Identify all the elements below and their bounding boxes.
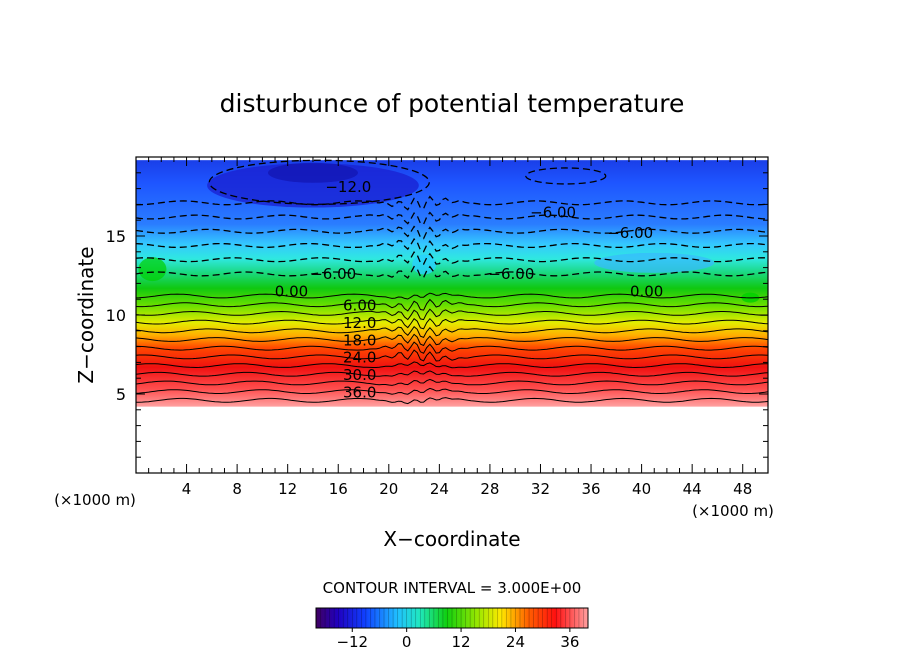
contour-line xyxy=(136,333,768,347)
x-tick-label: 16 xyxy=(329,480,348,498)
x-tick-label: 44 xyxy=(683,480,702,498)
colorbar: −12 0 12 24 36 xyxy=(315,607,589,651)
x-tick-label: 28 xyxy=(480,480,499,498)
contour-label: −12.0 xyxy=(325,178,371,196)
contour-label: −6.00 xyxy=(607,224,653,242)
contour-line xyxy=(136,361,768,369)
x-tick-label: 36 xyxy=(581,480,600,498)
contour-line xyxy=(136,325,768,339)
contour-closed-negative xyxy=(525,167,607,185)
cyan-band-right xyxy=(594,252,715,273)
colorbar-ticks: −12 0 12 24 36 xyxy=(336,628,579,651)
x-tick-label: 32 xyxy=(531,480,550,498)
contour-label: −6.00 xyxy=(310,265,356,283)
contour-line xyxy=(136,341,768,354)
contour-closed-negative xyxy=(208,159,430,205)
x-unit-label-right: (×1000 m) xyxy=(692,502,774,520)
contour-line-negative xyxy=(136,225,768,240)
contour-label: 24.0 xyxy=(343,349,376,367)
x-tick-label: 4 xyxy=(182,480,192,498)
contour-line xyxy=(136,317,768,330)
colorbar-tick-label: 36 xyxy=(560,633,579,651)
x-tick-label: 48 xyxy=(733,480,752,498)
colorbar-tick-label: −12 xyxy=(336,633,368,651)
y-tick-label: 5 xyxy=(116,385,126,404)
colorbar-tick-label: 24 xyxy=(506,633,525,651)
colorbar-bins xyxy=(315,608,589,628)
contour-line xyxy=(136,292,768,300)
y-axis-ticks: 5 10 15 xyxy=(106,172,768,458)
contour-line xyxy=(136,349,768,362)
contour-line-negative xyxy=(136,195,768,211)
cold-anomaly-upper xyxy=(207,163,419,208)
x-tick-label: 40 xyxy=(632,480,651,498)
contour-label: 0.00 xyxy=(275,282,308,300)
contour-interval-label: CONTOUR INTERVAL = 3.000E+00 xyxy=(323,579,582,597)
contour-label: 30.0 xyxy=(343,366,376,384)
contour-label: 12.0 xyxy=(343,314,376,332)
contour-label: 18.0 xyxy=(343,331,376,349)
x-axis-ticks: 4 8 12 16 20 24 28 32 36 40 44 48 xyxy=(148,157,756,498)
contour-line-negative xyxy=(136,237,768,253)
contour-lines xyxy=(136,159,768,405)
x-tick-label: 20 xyxy=(379,480,398,498)
contour-label: −6.00 xyxy=(488,265,534,283)
contour-field xyxy=(136,160,768,407)
contour-line xyxy=(136,298,768,312)
green-lobe-left xyxy=(138,257,167,282)
contour-line xyxy=(136,308,768,321)
contour-label: 36.0 xyxy=(343,383,376,401)
x-tick-label: 12 xyxy=(278,480,297,498)
x-unit-label-left: (×1000 m) xyxy=(54,491,136,509)
x-tick-label: 24 xyxy=(430,480,449,498)
contour-line-negative xyxy=(136,211,768,225)
colorbar-tick-label: 12 xyxy=(452,633,471,651)
contour-labels: −12.0−6.00−6.00−6.00 −6.000.00 0.006.0012.… xyxy=(275,178,664,401)
x-tick-label: 8 xyxy=(232,480,242,498)
contour-line-negative xyxy=(136,251,768,266)
contour-line xyxy=(136,387,768,395)
contour-label: 0.00 xyxy=(630,282,663,300)
contour-line xyxy=(136,397,768,405)
contour-line-negative xyxy=(136,265,768,279)
contour-line xyxy=(136,378,768,386)
y-axis-label: Z−coordinate xyxy=(74,246,98,383)
colorbar-gradient xyxy=(315,607,589,629)
colorbar-tick-label: 0 xyxy=(402,633,412,651)
contour-label: 6.00 xyxy=(343,297,376,315)
contour-line xyxy=(136,370,768,377)
y-tick-label: 15 xyxy=(106,227,126,246)
contour-label: −6.00 xyxy=(530,203,576,221)
y-tick-label: 10 xyxy=(106,306,126,325)
chart-title: disturbunce of potential temperature xyxy=(220,89,685,118)
cold-core xyxy=(267,162,358,183)
x-axis-label: X−coordinate xyxy=(383,527,520,551)
